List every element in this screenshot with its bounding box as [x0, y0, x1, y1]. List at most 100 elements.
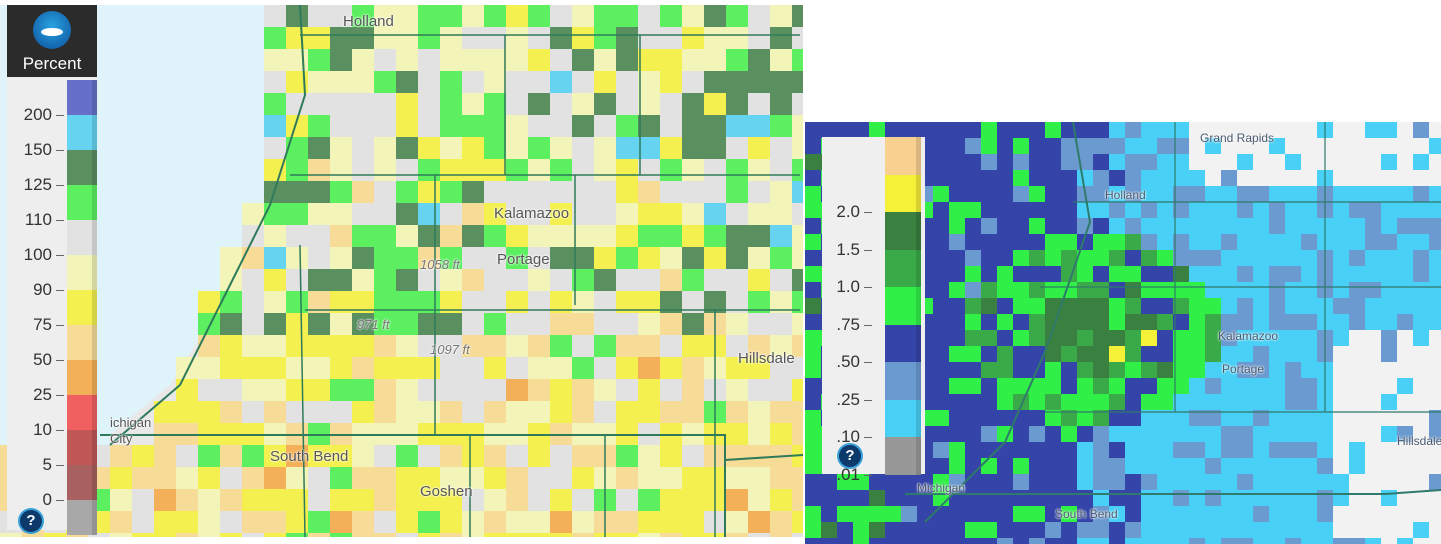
- precip-cell: [933, 138, 949, 154]
- precip-cell: [550, 27, 572, 49]
- precip-cell: [594, 27, 616, 49]
- precip-cell: [572, 93, 594, 115]
- precip-cell: [1381, 234, 1397, 250]
- precip-cell: [616, 159, 638, 181]
- precip-cell: [506, 159, 528, 181]
- precip-cell: [1333, 218, 1349, 234]
- precip-cell: [1221, 298, 1237, 314]
- place-label: Kalamazoo: [494, 205, 570, 222]
- precip-cell: [242, 489, 264, 511]
- legend-tick: [56, 255, 64, 256]
- precip-cell: [616, 49, 638, 71]
- precip-cell: [949, 394, 965, 410]
- precip-cell: [1029, 250, 1045, 266]
- precip-cell: [1109, 298, 1125, 314]
- precip-cell: [528, 533, 550, 537]
- precip-cell: [1221, 266, 1237, 282]
- precip-cell: [1013, 442, 1029, 458]
- precip-cell: [792, 93, 803, 115]
- legend-swatch: [885, 399, 921, 437]
- precip-cell: [528, 137, 550, 159]
- precip-cell: [1349, 298, 1365, 314]
- precip-cell: [528, 159, 550, 181]
- precip-cell: [418, 225, 440, 247]
- precip-cell: [748, 335, 770, 357]
- precip-cell: [484, 269, 506, 291]
- precip-cell: [220, 335, 242, 357]
- precip-cell: [805, 314, 821, 330]
- precip-cell: [374, 181, 396, 203]
- precip-cell: [1237, 330, 1253, 346]
- precip-cell: [506, 269, 528, 291]
- precip-cell: [1237, 426, 1253, 442]
- precip-cell: [374, 115, 396, 137]
- precip-cell: [418, 379, 440, 401]
- precip-cell: [1237, 538, 1253, 544]
- help-button[interactable]: ?: [839, 445, 861, 467]
- precip-cell: [550, 159, 572, 181]
- precip-cell: [1333, 234, 1349, 250]
- precip-cell: [440, 225, 462, 247]
- precip-cell: [528, 313, 550, 335]
- precip-cell: [748, 357, 770, 379]
- legend-label: .75: [836, 314, 860, 334]
- precip-cell: [933, 266, 949, 282]
- precip-cell: [484, 379, 506, 401]
- precip-cell: [462, 467, 484, 489]
- precip-cell: [981, 538, 997, 544]
- precip-cell: [748, 225, 770, 247]
- precip-cell: [1157, 218, 1173, 234]
- precip-cell: [837, 522, 853, 538]
- precip-cell: [594, 71, 616, 93]
- precip-cell: [821, 522, 837, 538]
- help-button[interactable]: ?: [20, 510, 42, 532]
- precip-cell: [572, 269, 594, 291]
- precip-cell: [396, 203, 418, 225]
- precip-cell: [949, 266, 965, 282]
- precip-cell: [594, 313, 616, 335]
- precip-cell: [242, 379, 264, 401]
- precip-cell: [352, 27, 374, 49]
- precip-cell: [1093, 346, 1109, 362]
- precip-cell: [981, 346, 997, 362]
- precip-cell: [660, 247, 682, 269]
- precip-cell: [1173, 298, 1189, 314]
- precip-cell: [660, 225, 682, 247]
- precip-cell: [1317, 522, 1333, 538]
- precip-cell: [330, 5, 352, 27]
- legend-swatch: [67, 290, 97, 325]
- precip-cell: [330, 467, 352, 489]
- precip-cell: [1077, 362, 1093, 378]
- precip-cell: [198, 489, 220, 511]
- legend-swatch: [67, 80, 97, 115]
- precip-cell: [374, 137, 396, 159]
- precip-cell: [1269, 282, 1285, 298]
- precip-cell: [1285, 474, 1301, 490]
- precip-cell: [220, 401, 242, 423]
- precip-cell: [949, 138, 965, 154]
- precip-cell: [1413, 154, 1429, 170]
- precip-cell: [1205, 346, 1221, 362]
- precip-cell: [660, 49, 682, 71]
- precip-cell: [308, 115, 330, 137]
- precip-cell: [528, 247, 550, 269]
- precip-cell: [997, 410, 1013, 426]
- precip-cell: [1413, 266, 1429, 282]
- precip-cell: [682, 379, 704, 401]
- percent-of-normal-map[interactable]: Holland Kalamazoo Portage 1058 ft 971 ft…: [0, 5, 803, 537]
- precip-cell: [1029, 170, 1045, 186]
- precip-cell: [1285, 410, 1301, 426]
- precip-cell: [1365, 298, 1381, 314]
- legend-label: .10: [836, 427, 860, 446]
- precip-cell: [805, 410, 821, 426]
- precip-cell: [1013, 170, 1029, 186]
- precip-cell: [638, 27, 660, 49]
- precip-cell: [1173, 490, 1189, 506]
- precip-cell: [1189, 426, 1205, 442]
- legend-label: 125: [23, 175, 52, 194]
- precip-cell: [1029, 410, 1045, 426]
- precip-cell: [176, 401, 198, 423]
- precip-cell: [965, 522, 981, 538]
- precip-cell: [594, 49, 616, 71]
- precip-cell: [1109, 266, 1125, 282]
